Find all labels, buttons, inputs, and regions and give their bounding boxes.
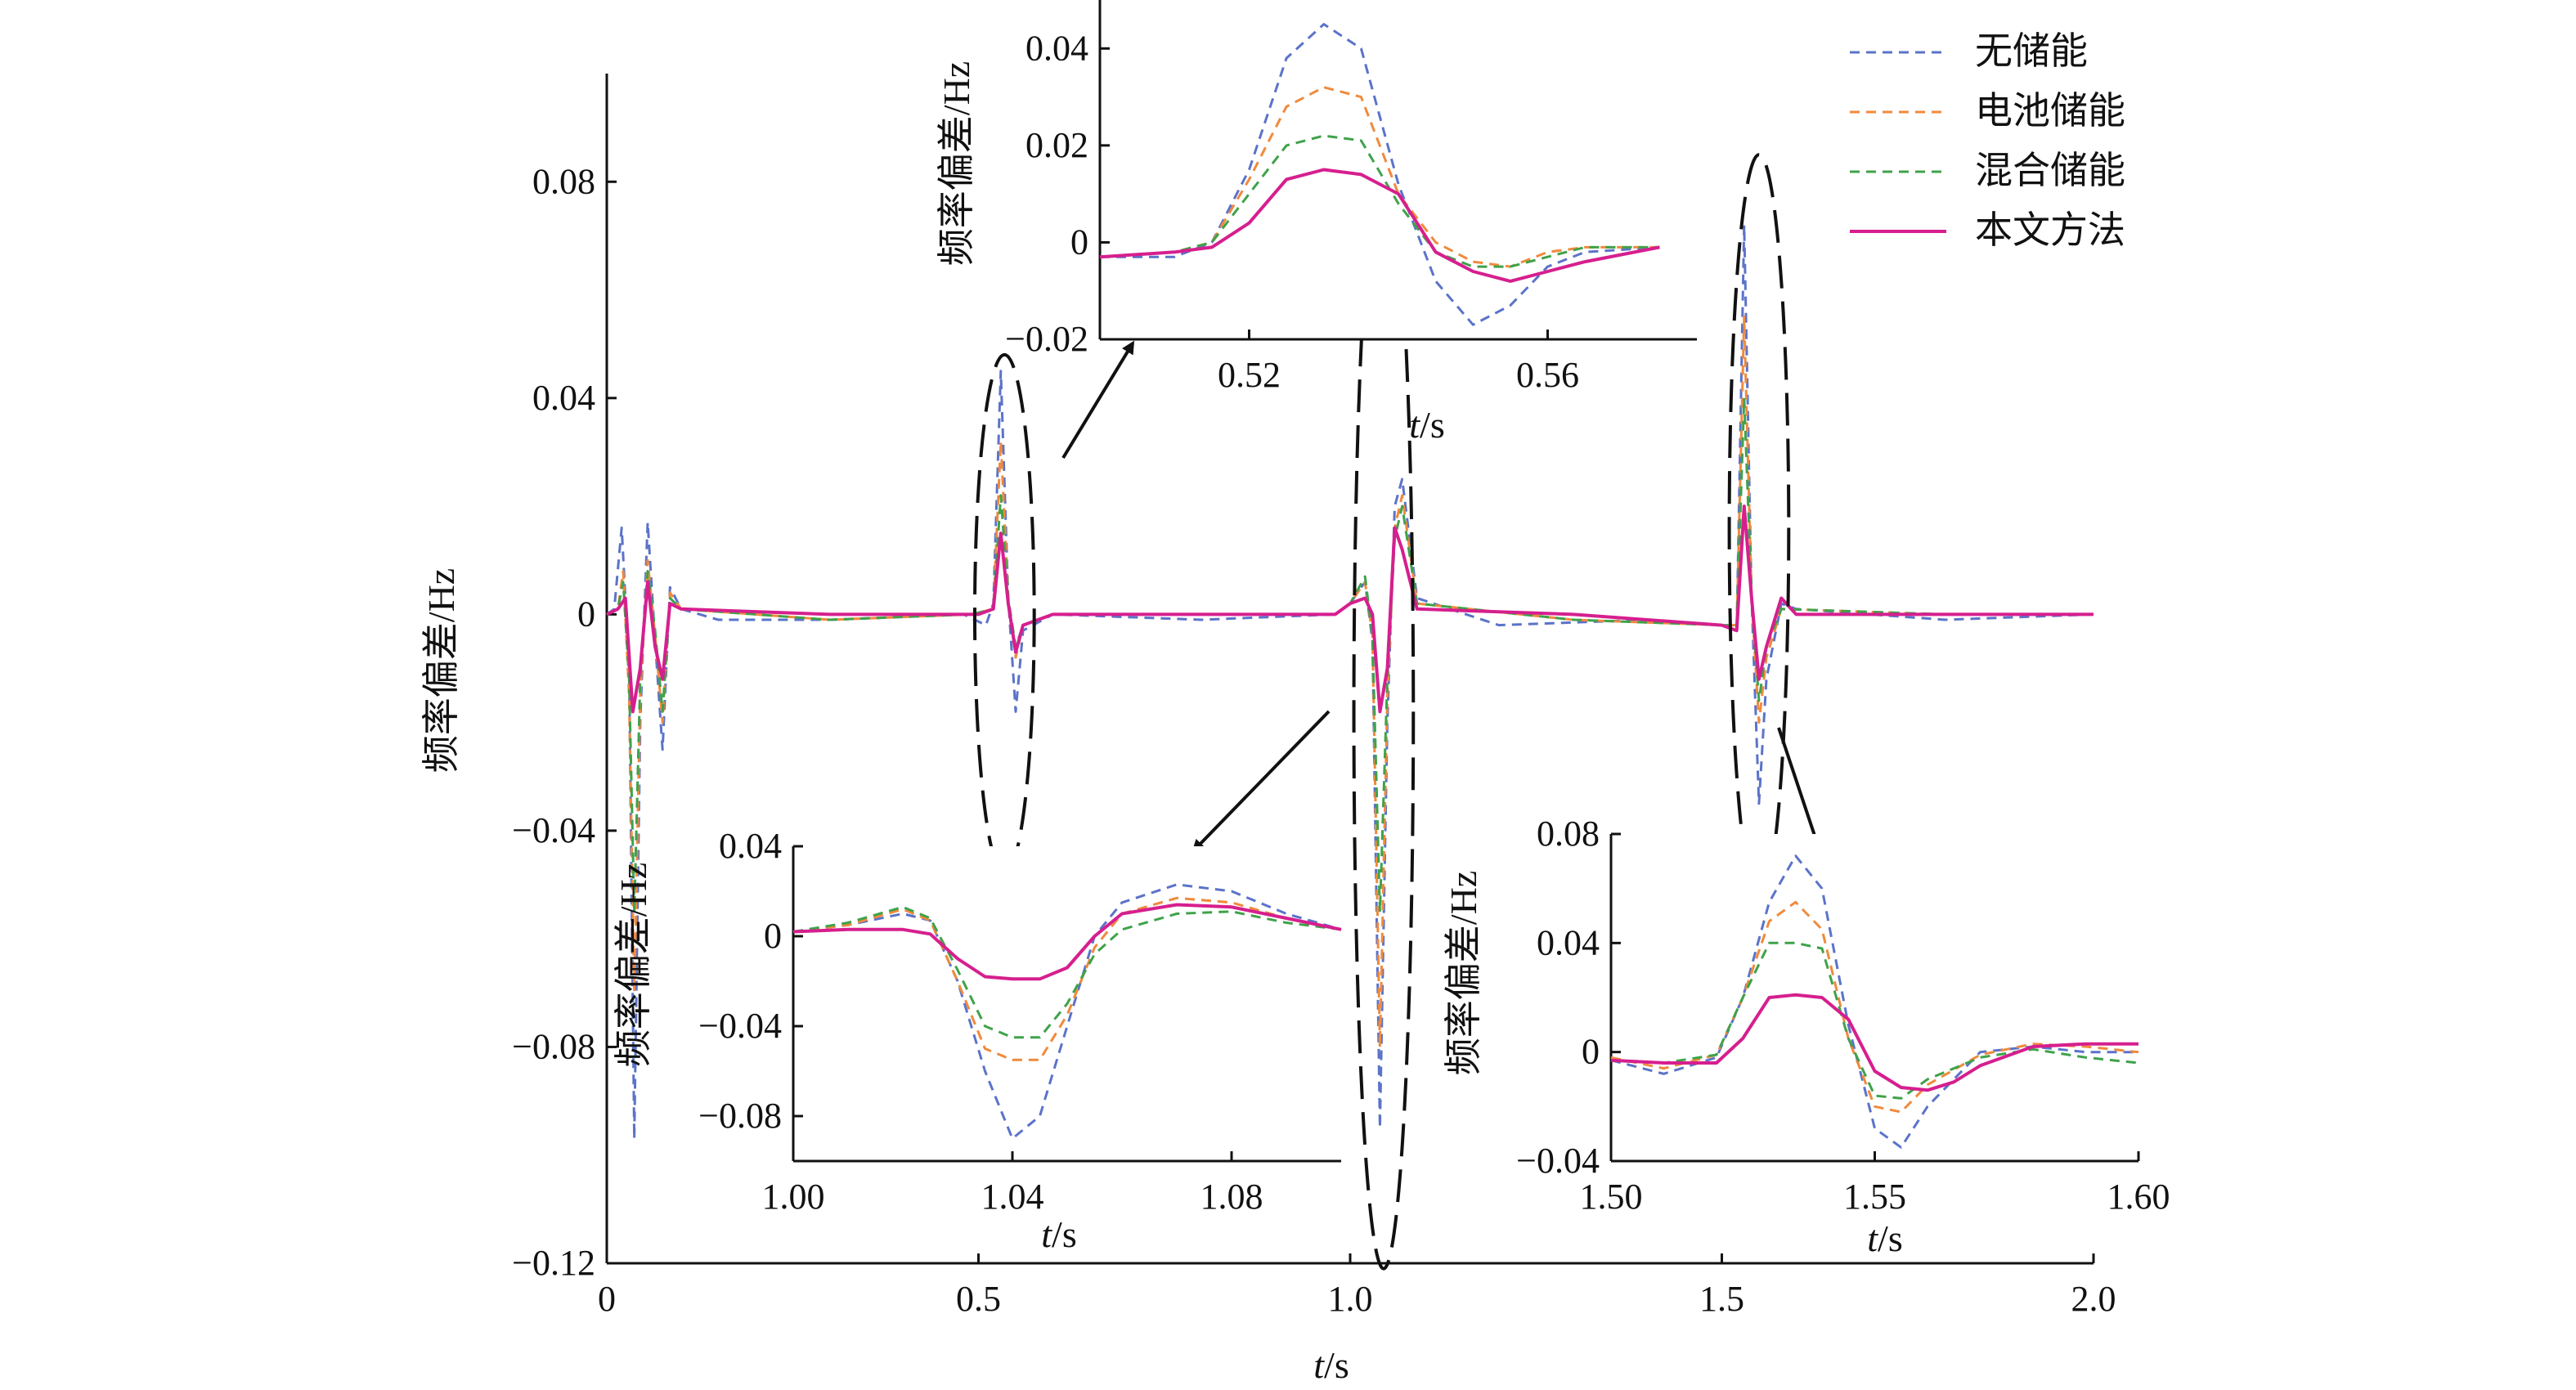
arrow-to-inset-a [1061,340,1135,460]
main-xlabel-unit: /s [1324,1344,1349,1386]
inset-a-xtick-label: 0.52 [1218,355,1281,395]
inset-b-ytick-label: −0.04 [698,1006,782,1046]
main-ytick-label: −0.04 [512,810,595,850]
inset-c-background [1611,834,2138,1161]
inset-a-ytick-label: 0.02 [1025,125,1088,165]
main-ytick-label: −0.12 [512,1243,595,1283]
main-ytick-label: 0 [577,594,595,634]
inset-c-xtick-label: 1.55 [1843,1177,1906,1217]
main-series-3-line [606,504,2094,714]
main-xtick-label: 0 [598,1279,616,1319]
inset-c-ytick-label: 0.04 [1537,922,1600,962]
inset-a-plot: 0.04 0.02 0 −0.02 0.52 0.56 [1005,0,1697,395]
inset-b-series-3-line [792,903,1342,981]
legend-label: 混合储能 [1975,148,2125,192]
legend-label: 无储能 [1975,29,2088,73]
inset-b-series-0-line [792,883,1342,1140]
inset-c-ylabel: 频率偏差/Hz [1443,871,1484,1075]
inset-b-series-1-line [792,896,1342,1061]
inset-b-ytick-label: 0.04 [719,826,782,866]
inset-a-background [1100,0,1697,339]
main-ylabel: 频率偏差/Hz [420,568,462,773]
main-ytick-label: 0.04 [532,378,595,418]
inset-a-xlabel: t/s [1409,404,1444,446]
main-ytick-label: −0.08 [512,1026,595,1066]
main-xtick-label: 0.5 [956,1279,1001,1319]
inset-c-xlabel: t/s [1867,1217,1902,1259]
inset-b-series-2-line [792,905,1342,1039]
main-xtick-label: 1.0 [1328,1279,1373,1319]
inset-b-xtick-label: 1.00 [762,1177,825,1217]
inset-b-ytick-label: −0.08 [698,1096,782,1136]
legend-label: 本文方法 [1975,208,2125,252]
inset-a-series-1-line [1099,86,1660,268]
inset-a-series-2-line [1099,134,1660,268]
arrow-to-inset-b [1192,710,1331,853]
inset-a-ytick-label: 0.04 [1025,28,1088,68]
inset-b-xlabel: t/s [1041,1213,1076,1255]
inset-a-xtick-label: 0.56 [1516,355,1579,395]
inset-a-ytick-label: −0.02 [1005,319,1088,359]
inset-b-xtick-label: 1.04 [981,1177,1044,1217]
legend-label: 电池储能 [1975,88,2125,132]
inset-c-series-0-line [1610,854,2138,1149]
main-xtick-label: 1.5 [1699,1279,1744,1319]
main-xlabel: t/s [1313,1344,1349,1386]
inset-c-xtick-label: 1.60 [2107,1177,2170,1217]
inset-c-xtick-label: 1.50 [1580,1177,1643,1217]
inset-b-xtick-label: 1.08 [1200,1177,1263,1217]
inset-a-series-3-line [1099,168,1660,283]
main-series-0-line [606,223,2094,1141]
inset-a-ylabel: 频率偏差/Hz [936,61,977,266]
inset-b-plot: 0.04 0 −0.04 −0.08 1.00 1.04 1.08 [698,826,1342,1217]
inset-b-xlabel-unit: /s [1052,1213,1077,1255]
inset-b-xlabel-var: t [1041,1213,1052,1255]
inset-c-series-3-line [1610,993,2138,1092]
inset-b-ylabel: 频率偏差/Hz [613,863,654,1067]
inset-c-ytick-label: −0.04 [1516,1141,1600,1181]
inset-c-ytick-label: 0.08 [1537,814,1600,854]
inset-c-xlabel-unit: /s [1878,1217,1903,1259]
main-ytick-label: 0.08 [532,161,595,201]
inset-a-ytick-label: 0 [1070,222,1088,262]
highlight-ellipse-1 [972,352,1036,876]
inset-a-xlabel-unit: /s [1420,404,1445,446]
inset-c-xlabel-var: t [1867,1217,1878,1259]
main-plot: 0.080.040−0.04−0.08−0.120 0.5 1.0 1.5 2.0 [512,74,2116,1319]
inset-c-ytick-label: 0 [1582,1032,1600,1072]
main-xlabel-var: t [1313,1344,1325,1386]
inset-c-plot: 0.08 0.04 0 −0.041.50 1.55 1.60 [1516,814,2170,1217]
inset-b-ytick-label: 0 [764,916,782,956]
inset-a-xlabel-var: t [1409,404,1420,446]
main-xtick-label: 2.0 [2071,1279,2116,1319]
inset-a-series-0-line [1100,23,1660,326]
